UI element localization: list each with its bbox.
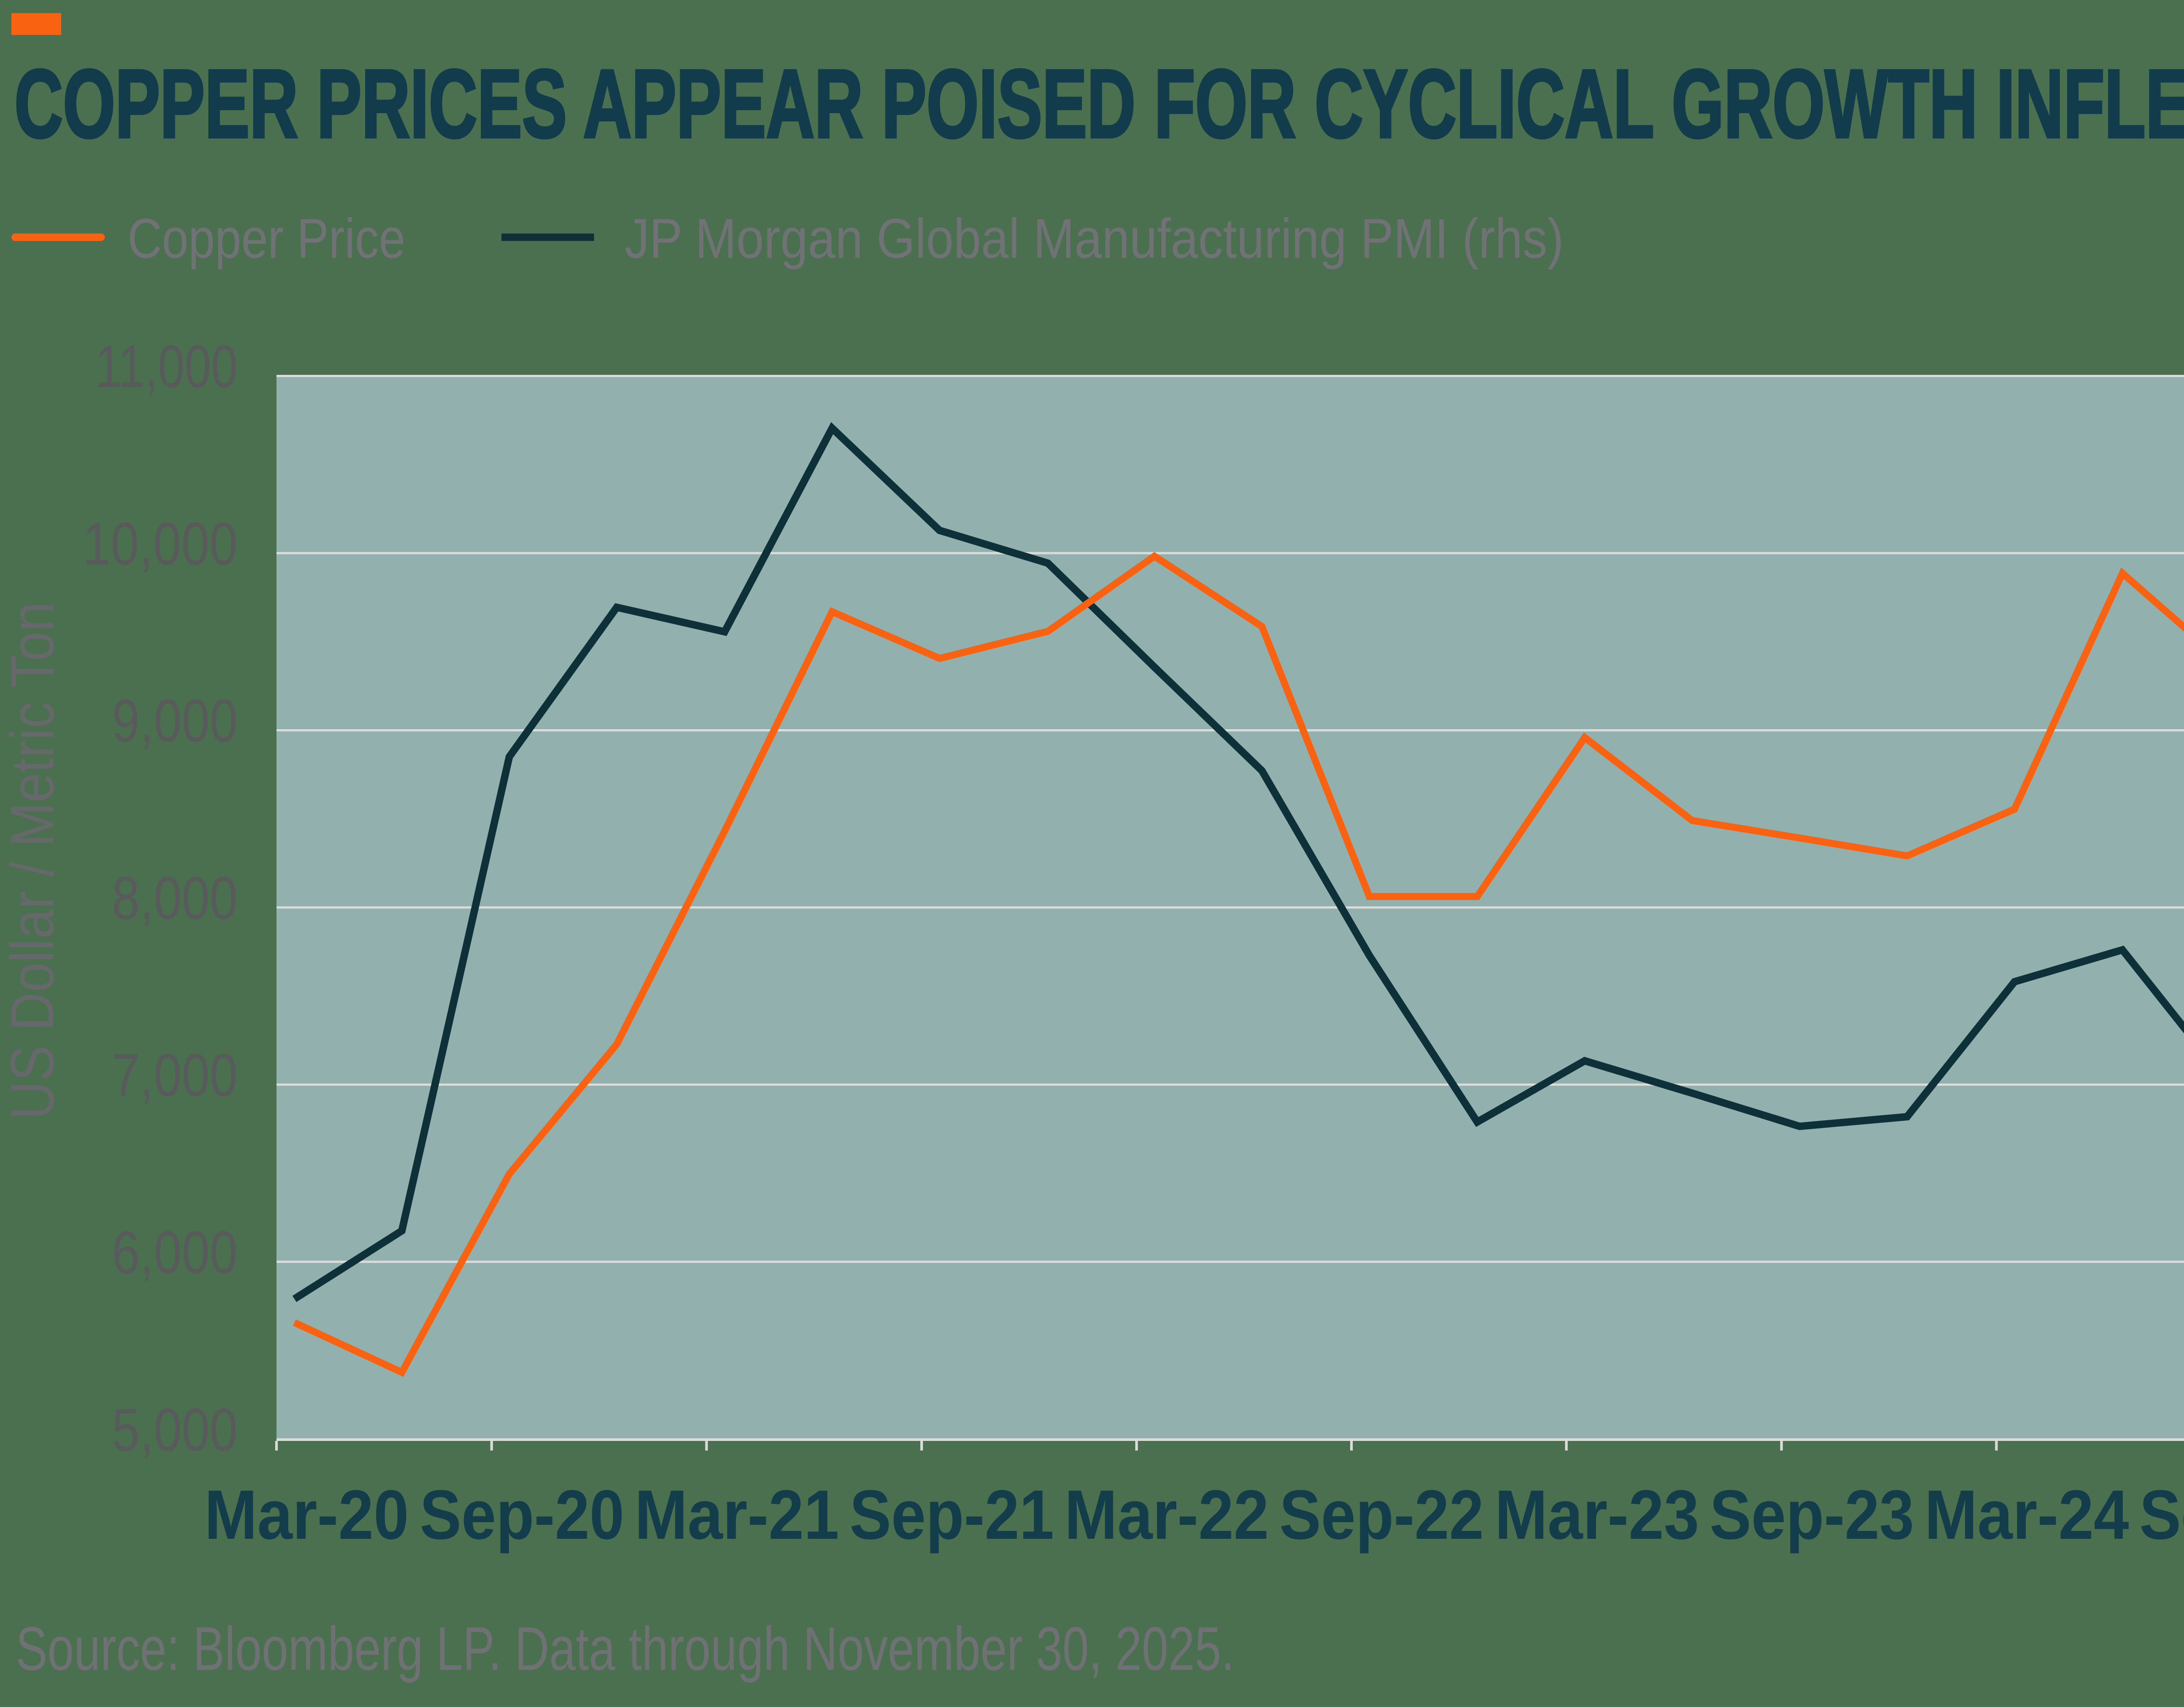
svg-text:Mar-23: Mar-23 [1495,1475,1699,1554]
svg-text:6,000: 6,000 [112,1219,238,1286]
svg-text:10,000: 10,000 [83,510,238,578]
svg-text:5,000: 5,000 [112,1396,238,1464]
svg-text:Source: Bloomberg LP. Data thr: Source: Bloomberg LP. Data through Novem… [16,1614,1234,1683]
svg-text:COPPER PRICES APPEAR POISED FO: COPPER PRICES APPEAR POISED FOR CYCLICAL… [14,50,2184,158]
svg-text:9,000: 9,000 [112,687,238,755]
svg-text:Mar-22: Mar-22 [1064,1475,1269,1554]
svg-text:Sep-24: Sep-24 [2139,1475,2184,1554]
svg-text:US Dollar / Metric Ton: US Dollar / Metric Ton [0,602,66,1120]
svg-text:8,000: 8,000 [112,865,238,932]
svg-text:7,000: 7,000 [112,1042,238,1109]
svg-text:Copper Price: Copper Price [128,208,405,270]
svg-text:Mar-21: Mar-21 [635,1475,839,1554]
svg-text:Mar-20: Mar-20 [204,1475,409,1554]
svg-text:Sep-22: Sep-22 [1279,1475,1484,1554]
svg-text:Sep-20: Sep-20 [420,1475,624,1554]
svg-text:JP Morgan Global Manufacturing: JP Morgan Global Manufacturing PMI (rhs) [625,208,1564,270]
svg-text:Sep-21: Sep-21 [850,1475,1054,1554]
svg-text:Mar-24: Mar-24 [1925,1475,2129,1554]
svg-text:Sep-23: Sep-23 [1710,1475,1914,1554]
svg-text:11,000: 11,000 [95,333,238,400]
